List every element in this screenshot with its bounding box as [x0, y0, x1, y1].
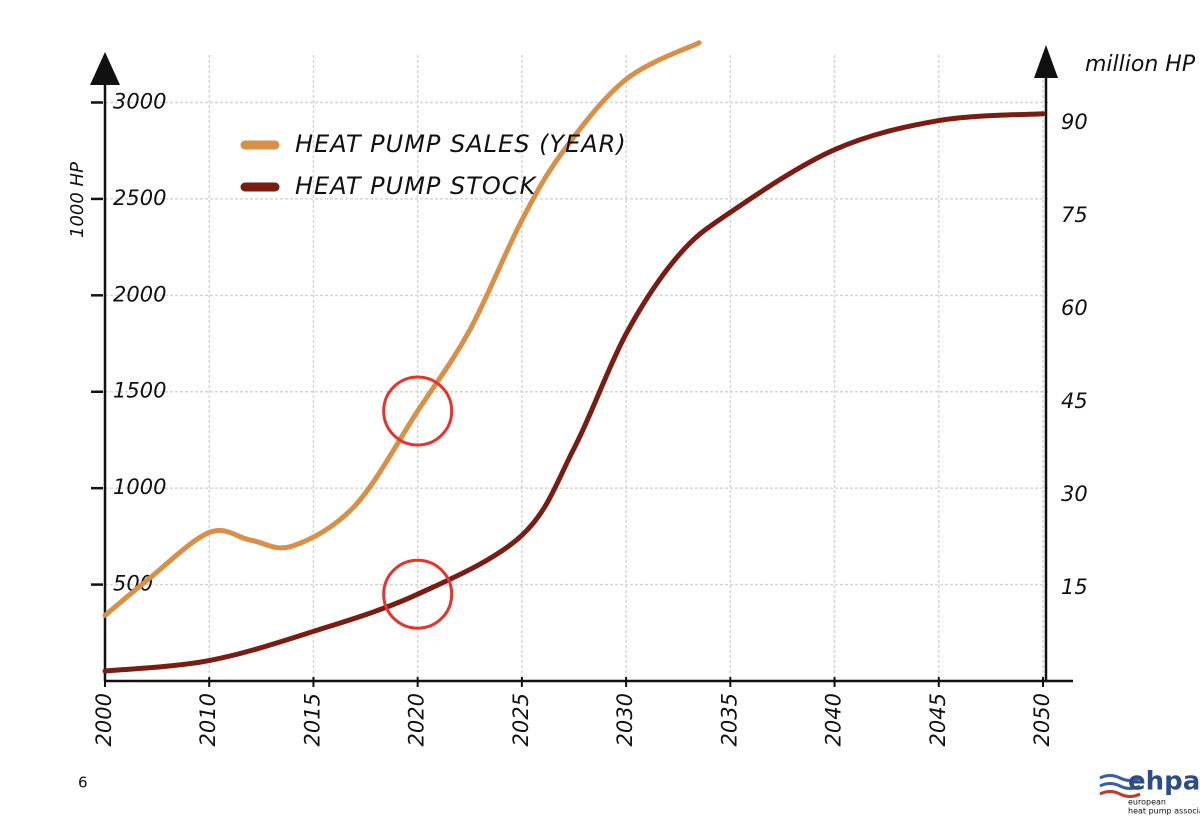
line [102, 40, 702, 618]
y2-tick-label: 75 [1061, 203, 1088, 227]
x-tick-label: 2015 [300, 693, 324, 746]
line [102, 111, 1046, 674]
y2-tick-label: 60 [1061, 296, 1088, 320]
logo-wave [1099, 790, 1141, 798]
y-axis-label: 1000 HP [67, 162, 88, 238]
y2-tick-label: 45 [1061, 389, 1088, 413]
x-tick-label: 2010 [196, 693, 220, 746]
y-tick-label: 2000 [113, 282, 166, 306]
page-number: 6 [78, 774, 88, 792]
x-tick-label: 2040 [822, 693, 846, 746]
logo-tagline: heat pump association [1128, 807, 1200, 816]
legend-label: HEAT PUMP STOCK [295, 172, 538, 200]
y2-axis-label: million HP [1085, 52, 1196, 77]
logo-waves [1099, 774, 1141, 790]
highlight-circle [382, 375, 454, 447]
x-tick-label: 2050 [1030, 693, 1054, 746]
highlight-circle [382, 558, 454, 630]
y2-axis-arrow [1034, 45, 1058, 78]
y-tick-label: 2500 [113, 186, 166, 210]
x-tick-label: 2025 [509, 693, 533, 746]
y2-tick-label: 90 [1061, 110, 1088, 134]
logo: ehpa european heat pump association [1099, 767, 1200, 816]
x-tick-label: 2035 [717, 693, 741, 746]
y-tick-label: 1500 [113, 379, 166, 403]
x-tick-label: 2045 [926, 693, 950, 746]
logo-tagline: european [1128, 798, 1166, 807]
y2-tick-label: 15 [1061, 575, 1088, 599]
y-axis-arrow [90, 52, 120, 85]
y-tick-label: 3000 [113, 89, 166, 113]
x-tick-label: 2000 [92, 693, 116, 746]
logo-name: ehpa [1128, 767, 1200, 797]
x-tick-label: 2020 [405, 693, 429, 746]
legend-label: HEAT PUMP SALES (YEAR) [295, 130, 627, 158]
y2-tick-label: 30 [1061, 482, 1088, 506]
y-tick-label: 1000 [113, 475, 166, 499]
x-tick-label: 2030 [613, 693, 637, 746]
